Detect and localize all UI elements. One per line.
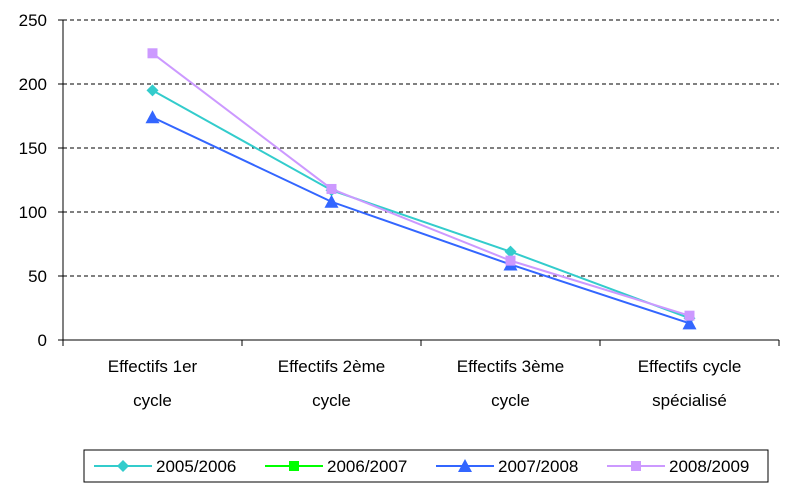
y-tick-label: 200	[19, 75, 47, 94]
legend-item: 2007/2008	[436, 457, 578, 476]
x-tick-label-line: Effectifs cycle	[638, 357, 742, 376]
legend-label: 2005/2006	[156, 457, 236, 476]
legend-item: 2005/2006	[94, 457, 236, 476]
x-tick-label-line: spécialisé	[652, 391, 727, 410]
series-line	[152, 89, 690, 320]
data-point	[117, 460, 129, 472]
x-tick-label-line: cycle	[133, 391, 172, 410]
data-point	[505, 255, 516, 266]
x-tick-label-line: Effectifs 2ème	[278, 357, 385, 376]
legend-label: 2008/2009	[669, 457, 749, 476]
data-point	[684, 310, 695, 321]
data-point	[682, 316, 697, 330]
series-layer	[145, 48, 697, 330]
y-tick-label: 150	[19, 139, 47, 158]
x-tick-label-line: Effectifs 1er	[108, 357, 198, 376]
legend-item: 2006/2007	[265, 457, 407, 476]
series-2007-2008	[145, 110, 697, 330]
data-point	[147, 48, 158, 59]
series-line	[152, 116, 690, 325]
x-tick-label-line: cycle	[312, 391, 351, 410]
data-point	[324, 194, 339, 208]
x-tick-label: Effectifs 2ème cycle	[278, 357, 385, 410]
x-tick-label: Effectifs cycle spécialisé	[638, 357, 742, 410]
x-tick-label: Effectifs 3ème cycle	[457, 357, 564, 410]
data-point	[458, 459, 472, 472]
gridlines	[63, 19, 779, 277]
x-tick-label: Effectifs 1er cycle	[108, 357, 198, 410]
legend-label: 2007/2008	[498, 457, 578, 476]
y-tick-label: 250	[19, 11, 47, 30]
data-point	[326, 183, 337, 194]
legend-label: 2006/2007	[327, 457, 407, 476]
series-2005-2006	[146, 84, 696, 325]
y-tick-label: 100	[19, 203, 47, 222]
series-line	[151, 52, 690, 317]
y-tick-label: 50	[28, 267, 47, 286]
x-tick-label-line: cycle	[491, 391, 530, 410]
data-point	[631, 461, 641, 471]
y-tick-label: 0	[38, 331, 47, 350]
data-point	[146, 84, 159, 97]
legend: 2005/2006 2006/2007 2007/2008 2008/2009	[83, 449, 769, 483]
series-2008-2009	[147, 48, 695, 321]
data-point	[504, 245, 517, 258]
x-tick-label-line: Effectifs 3ème	[457, 357, 564, 376]
legend-item: 2008/2009	[607, 457, 749, 476]
data-point	[145, 110, 160, 124]
data-point	[289, 461, 299, 471]
